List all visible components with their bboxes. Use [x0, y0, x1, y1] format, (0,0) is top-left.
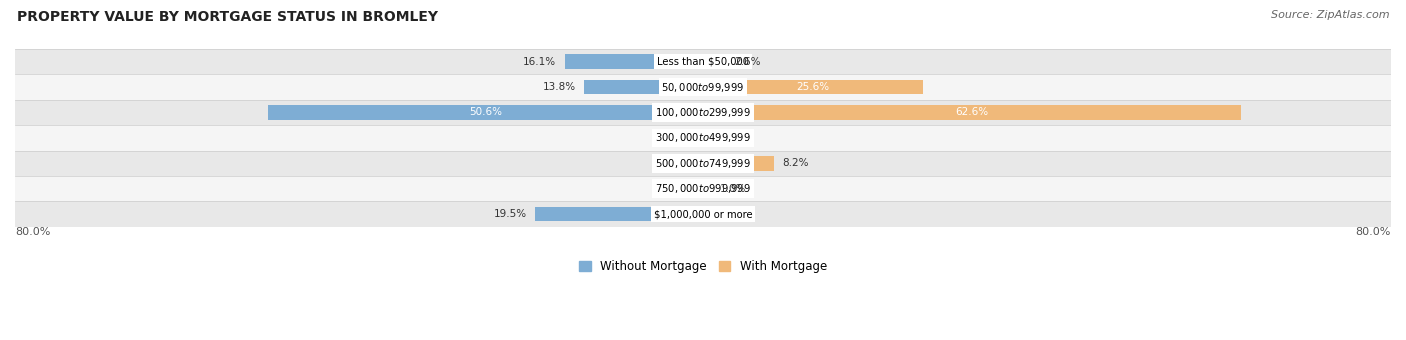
- Bar: [673, 181, 703, 196]
- Text: $300,000 to $499,999: $300,000 to $499,999: [655, 131, 751, 144]
- Text: 25.6%: 25.6%: [797, 82, 830, 92]
- Bar: [703, 181, 711, 196]
- Bar: [703, 131, 733, 145]
- Bar: [15, 201, 1391, 227]
- Text: 13.8%: 13.8%: [543, 82, 575, 92]
- Bar: [15, 74, 1391, 100]
- Bar: [565, 54, 703, 69]
- Text: $100,000 to $299,999: $100,000 to $299,999: [655, 106, 751, 119]
- Text: Source: ZipAtlas.com: Source: ZipAtlas.com: [1271, 10, 1389, 20]
- Text: 1.0%: 1.0%: [720, 184, 747, 194]
- Text: PROPERTY VALUE BY MORTGAGE STATUS IN BROMLEY: PROPERTY VALUE BY MORTGAGE STATUS IN BRO…: [17, 10, 437, 24]
- Bar: [703, 54, 725, 69]
- Text: $50,000 to $99,999: $50,000 to $99,999: [661, 81, 745, 94]
- Text: 62.6%: 62.6%: [956, 107, 988, 118]
- Text: 8.2%: 8.2%: [782, 158, 808, 168]
- Text: $500,000 to $749,999: $500,000 to $749,999: [655, 157, 751, 170]
- Text: 2.6%: 2.6%: [734, 57, 761, 67]
- Bar: [267, 105, 703, 120]
- Bar: [703, 80, 924, 95]
- Bar: [703, 156, 773, 171]
- Bar: [673, 156, 703, 171]
- Text: 80.0%: 80.0%: [15, 227, 51, 237]
- Legend: Without Mortgage, With Mortgage: Without Mortgage, With Mortgage: [574, 255, 832, 278]
- Text: $750,000 to $999,999: $750,000 to $999,999: [655, 182, 751, 195]
- Bar: [15, 49, 1391, 74]
- Text: 80.0%: 80.0%: [1355, 227, 1391, 237]
- Bar: [15, 176, 1391, 201]
- Bar: [15, 125, 1391, 151]
- Text: 50.6%: 50.6%: [470, 107, 502, 118]
- Bar: [15, 100, 1391, 125]
- Bar: [703, 207, 733, 221]
- Text: 19.5%: 19.5%: [494, 209, 527, 219]
- Text: $1,000,000 or more: $1,000,000 or more: [654, 209, 752, 219]
- Text: Less than $50,000: Less than $50,000: [657, 57, 749, 67]
- Bar: [15, 151, 1391, 176]
- Bar: [703, 105, 1241, 120]
- Text: 16.1%: 16.1%: [523, 57, 555, 67]
- Bar: [673, 131, 703, 145]
- Bar: [536, 207, 703, 221]
- Bar: [585, 80, 703, 95]
